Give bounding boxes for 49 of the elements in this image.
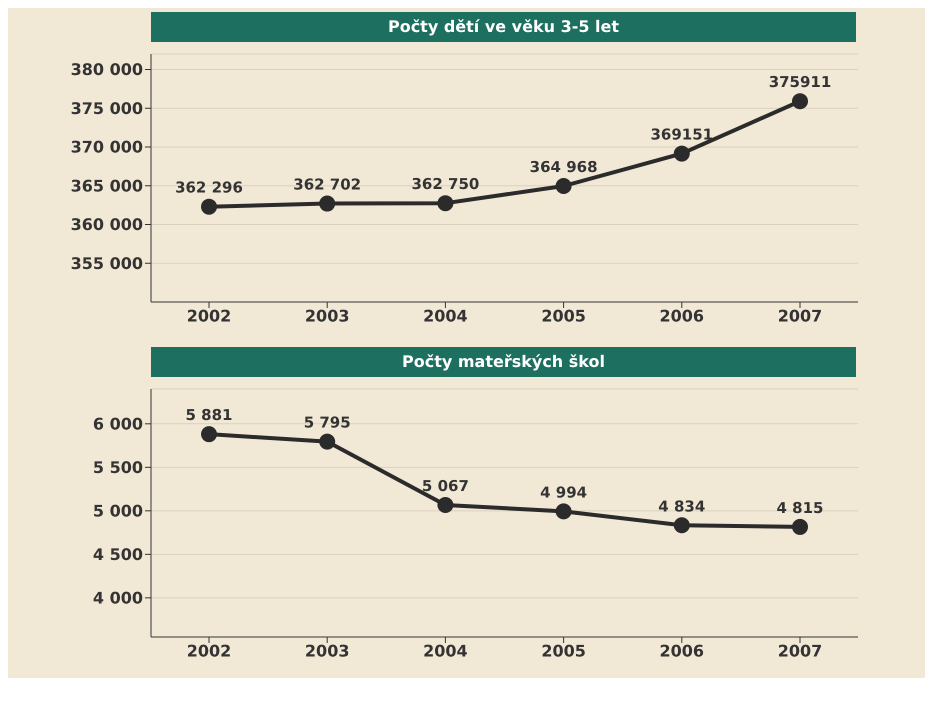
point [674, 517, 690, 534]
data-label: 5 067 [422, 476, 469, 495]
x-tick-label: 2003 [304, 641, 350, 660]
point [674, 146, 690, 162]
x-tick-label: 2002 [186, 641, 232, 660]
point [201, 198, 217, 215]
y-tick-label: 365 000 [70, 176, 143, 196]
data-label: 362 296 [175, 178, 243, 197]
chart-title: Počty mateřských škol [151, 347, 856, 377]
y-tick-label: 4 000 [92, 588, 143, 608]
point [201, 426, 217, 442]
x-tick-label: 2007 [778, 641, 822, 660]
x-tick-label: 2006 [660, 641, 704, 660]
point [556, 178, 572, 194]
x-tick-label: 2005 [541, 641, 586, 660]
point [792, 93, 808, 110]
y-tick-label: 380 000 [70, 60, 143, 80]
data-label: 369151 [650, 126, 714, 144]
data-label: 362 702 [293, 176, 362, 194]
x-tick-label: 2002 [186, 306, 232, 326]
point [437, 496, 454, 513]
x-tick-label: 2007 [778, 306, 822, 326]
y-tick-label: 4 500 [92, 545, 143, 564]
x-tick-label: 2003 [304, 306, 350, 326]
point [319, 196, 336, 212]
data-label: 4 994 [540, 483, 588, 502]
point [437, 195, 454, 212]
data-label: 375911 [768, 73, 832, 92]
data-label: 362 750 [411, 175, 480, 194]
point [319, 434, 336, 450]
x-tick-label: 2004 [423, 641, 468, 660]
y-tick-label: 5 000 [92, 502, 143, 521]
y-tick-label: 360 000 [70, 215, 143, 234]
data-label: 5 881 [186, 406, 232, 424]
data-label: 4 834 [658, 497, 706, 516]
y-tick-label: 370 000 [70, 138, 143, 157]
x-tick-label: 2006 [660, 306, 704, 326]
y-tick-label: 355 000 [70, 254, 143, 273]
y-tick-label: 5 500 [92, 458, 143, 477]
x-tick-label: 2004 [423, 306, 468, 326]
y-tick-label: 6 000 [92, 414, 143, 434]
point [792, 518, 808, 535]
data-label: 4 815 [776, 498, 824, 517]
chart-title: Počty dětí ve věku 3-5 let [151, 12, 856, 42]
data-label: 5 795 [304, 414, 351, 432]
point [556, 503, 572, 520]
y-tick-label: 375 000 [70, 98, 143, 118]
data-label: 364 968 [530, 158, 598, 176]
x-tick-label: 2005 [541, 306, 586, 326]
